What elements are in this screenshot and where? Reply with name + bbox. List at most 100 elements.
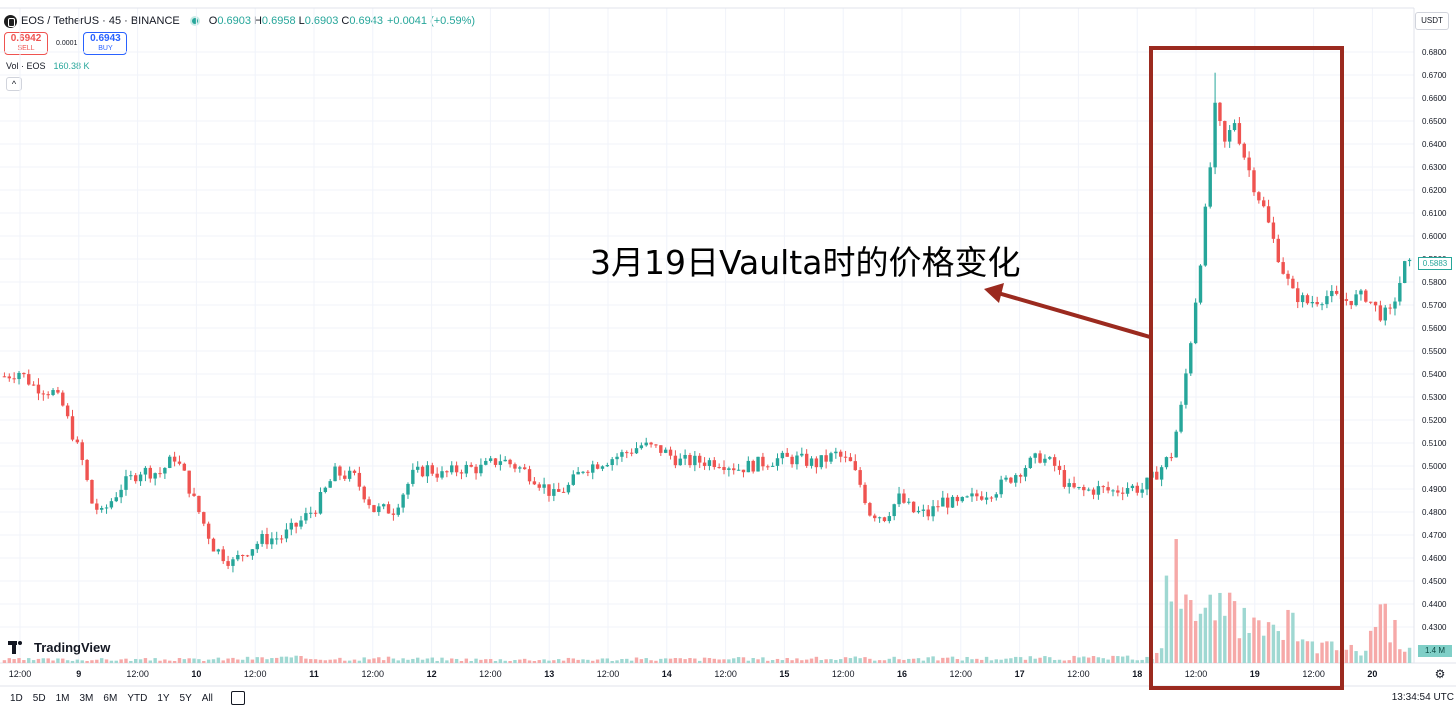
- candle-body: [707, 460, 712, 466]
- candle-body: [1174, 431, 1178, 458]
- volume-bar: [236, 659, 240, 663]
- volume-bar: [1111, 655, 1115, 663]
- range-1d[interactable]: 1D: [10, 692, 23, 704]
- candle-body: [839, 451, 843, 457]
- volume-bar: [338, 657, 342, 663]
- volume-bar: [1227, 592, 1232, 663]
- volume-bar: [814, 656, 819, 663]
- volume-bar: [386, 656, 391, 663]
- candle-body: [824, 455, 828, 462]
- candle-body: [970, 493, 974, 497]
- volume-bar: [882, 660, 887, 663]
- range-5y[interactable]: 5Y: [179, 692, 192, 704]
- candle-body: [751, 460, 755, 472]
- volume-bar: [95, 659, 99, 663]
- volume-bar: [654, 660, 658, 663]
- volume-bar: [416, 657, 420, 663]
- volume-bar: [605, 658, 610, 663]
- candle-body: [1004, 477, 1008, 480]
- y-tick-label: 0.4700: [1422, 531, 1447, 540]
- candle-body: [1067, 483, 1071, 487]
- quote-currency-button[interactable]: USDT: [1415, 12, 1449, 30]
- volume-bar: [936, 660, 940, 663]
- x-tick-label: 16: [897, 669, 907, 679]
- candle-body: [1315, 302, 1319, 305]
- gear-icon[interactable]: ⚙: [1434, 667, 1446, 681]
- volume-bar: [877, 660, 882, 663]
- range-5d[interactable]: 5D: [32, 692, 46, 704]
- volume-bar: [576, 659, 580, 663]
- volume-bar: [634, 657, 639, 663]
- candle-body: [294, 522, 298, 527]
- volume-bar: [284, 656, 289, 663]
- candle-body: [1106, 487, 1110, 491]
- x-tick-label: 18: [1132, 669, 1142, 679]
- volume-bar: [751, 658, 755, 663]
- volume-bar: [1208, 594, 1212, 663]
- candles: [2, 72, 1412, 573]
- volume-bar: [761, 657, 765, 663]
- volume-bar: [921, 660, 926, 663]
- candle-body: [892, 504, 896, 517]
- sell-button[interactable]: 0.6942 SELL: [4, 32, 48, 55]
- tradingview-logo[interactable]: TradingView: [8, 640, 110, 655]
- range-1m[interactable]: 1M: [55, 692, 70, 704]
- candle-body: [960, 497, 964, 502]
- candle-body: [673, 455, 678, 466]
- sell-price: 0.6942: [10, 33, 42, 44]
- volume-bar: [1116, 656, 1120, 663]
- candle-body: [1057, 465, 1062, 471]
- range-1y[interactable]: 1Y: [157, 692, 170, 704]
- collapse-legend-button[interactable]: ^: [6, 77, 22, 91]
- candle-body: [746, 460, 751, 473]
- range-ytd[interactable]: YTD: [127, 692, 148, 704]
- volume-bar: [591, 660, 595, 663]
- buy-price: 0.6943: [90, 33, 121, 44]
- volume-bar: [1262, 635, 1266, 663]
- candle-body: [882, 517, 887, 522]
- candle-body: [1048, 457, 1052, 459]
- y-tick-label: 0.5000: [1422, 462, 1447, 471]
- y-tick-label: 0.5500: [1422, 347, 1447, 356]
- candle-body: [469, 464, 473, 467]
- x-tick-label: 12:00: [1302, 669, 1325, 679]
- range-6m[interactable]: 6M: [103, 692, 118, 704]
- annotation-arrow-head: [984, 283, 1004, 303]
- volume-bar: [1169, 601, 1174, 663]
- trade-panel: 0.6942 SELL 0.0001 0.6943 BUY: [4, 32, 128, 55]
- volume-bar: [289, 657, 293, 663]
- candle-body: [80, 442, 84, 460]
- candle-body: [182, 463, 187, 471]
- range-3m[interactable]: 3M: [79, 692, 94, 704]
- volume-bar: [226, 658, 230, 663]
- candle-body: [459, 472, 464, 474]
- volume-bar: [741, 657, 746, 663]
- volume-bar: [46, 658, 50, 663]
- candle-body: [104, 507, 109, 509]
- high-value: 0.6958: [261, 15, 296, 27]
- candle-body: [834, 451, 838, 454]
- volume-bar: [907, 658, 911, 663]
- candle-body: [245, 555, 250, 557]
- symbol-title[interactable]: EOS / TetherUS · 45 · BINANCE: [21, 15, 180, 27]
- candle-body: [323, 487, 328, 493]
- volume-bar: [513, 660, 517, 663]
- calendar-icon[interactable]: [230, 691, 245, 705]
- candle-body: [1125, 488, 1130, 494]
- volume-bar: [663, 658, 668, 663]
- volume-bar: [1077, 657, 1081, 663]
- range-all[interactable]: All: [201, 692, 213, 704]
- volume-bar: [202, 661, 206, 663]
- volume-bar: [931, 656, 935, 663]
- volume-bar: [887, 658, 892, 663]
- x-tick-label: 14: [662, 669, 672, 679]
- candle-body: [649, 442, 653, 445]
- volume-bar: [897, 659, 901, 663]
- buy-button[interactable]: 0.6943 BUY: [83, 32, 128, 55]
- volume-bar: [902, 659, 906, 663]
- volume-bar: [522, 658, 527, 663]
- x-tick-label: 13: [544, 669, 554, 679]
- candle-body: [1403, 261, 1407, 284]
- x-tick-label: 12:00: [1185, 669, 1208, 679]
